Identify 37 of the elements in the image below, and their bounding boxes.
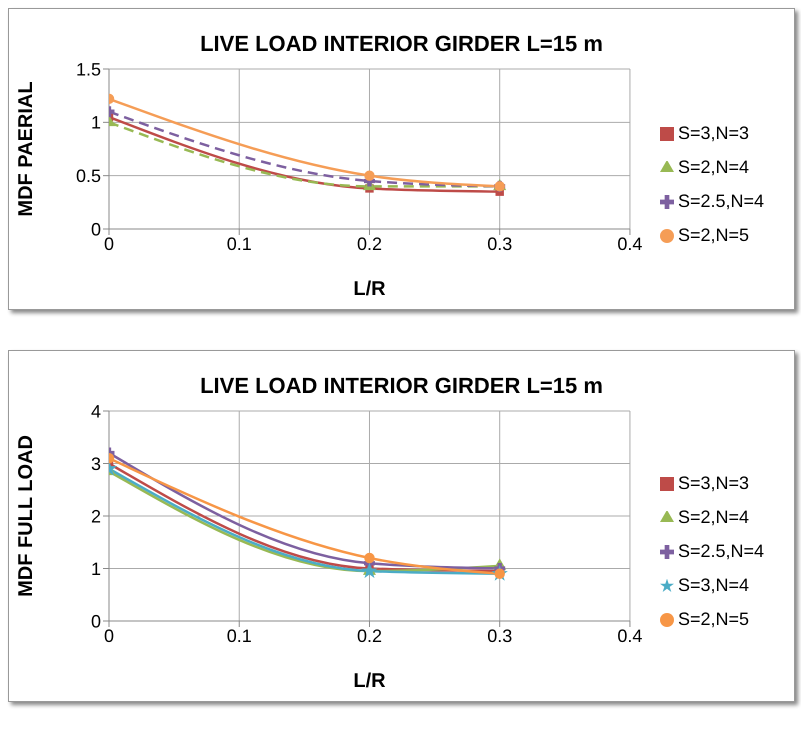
y-tick-label: 1 <box>90 558 101 579</box>
point <box>362 564 377 578</box>
x-tick-label: 0.3 <box>487 626 512 646</box>
legend-label: S=3,N=3 <box>678 473 749 493</box>
x-tick-label: 0 <box>104 626 114 646</box>
x-axis-title: L/R <box>353 670 386 692</box>
y-tick-label: 2 <box>90 506 101 526</box>
legend-label: S=2.5,N=4 <box>678 191 764 211</box>
y-axis-title: MDF PAERIAL <box>15 81 38 217</box>
chart-title: LIVE LOAD INTERIOR GIRDER L=15 m <box>199 30 604 58</box>
legend-label: S=3,N=4 <box>678 575 749 595</box>
x-tick-label: 0.2 <box>356 234 382 254</box>
x-tick-label: 0.3 <box>487 234 512 254</box>
legend-label: S=2,N=5 <box>678 609 749 629</box>
point <box>364 552 375 564</box>
x-tick-label: 0.1 <box>226 234 252 254</box>
y-tick-label: 1 <box>90 112 101 133</box>
y-tick-label: 0 <box>90 611 101 632</box>
x-tick-label: 0.2 <box>356 626 382 646</box>
x-axis-title: L/R <box>353 278 386 300</box>
legend-label: S=2,N=4 <box>678 507 749 527</box>
legend-label: S=2,N=4 <box>678 157 749 177</box>
x-tick-label: 0.4 <box>617 626 642 646</box>
point <box>364 170 375 181</box>
legend-label: S=2.5,N=4 <box>678 541 764 561</box>
y-tick-label: 0.5 <box>76 166 101 186</box>
x-tick-label: 0 <box>104 234 114 254</box>
legend-label: S=2,N=5 <box>678 225 749 245</box>
y-tick-label: 4 <box>90 401 101 422</box>
x-tick-label: 0.1 <box>226 626 252 646</box>
y-tick-label: 3 <box>90 454 101 474</box>
y-tick-label: 0 <box>90 219 101 240</box>
chart-title: LIVE LOAD INTERIOR GIRDER L=15 m <box>199 372 604 400</box>
y-axis-title: MDF FULL LOAD <box>15 435 38 597</box>
y-tick-label: 1.5 <box>76 59 101 80</box>
x-tick-label: 0.4 <box>617 234 642 254</box>
legend-label: S=3,N=3 <box>678 123 749 143</box>
